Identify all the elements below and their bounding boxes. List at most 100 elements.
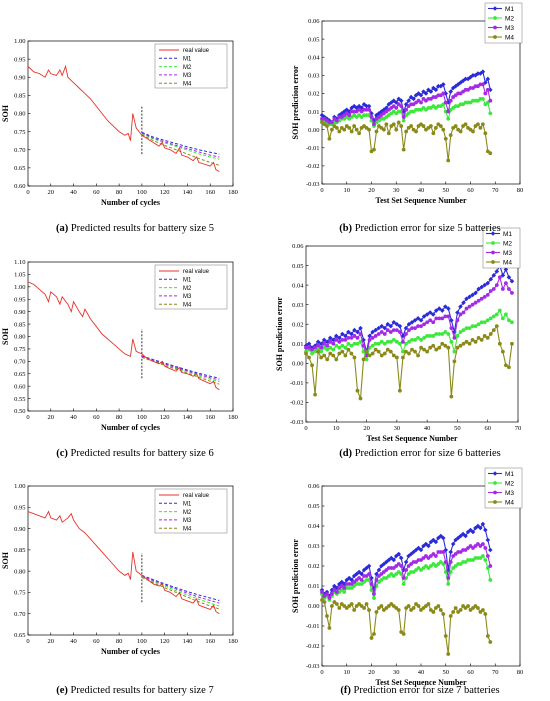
data-point-m1 — [373, 327, 378, 333]
data-point-m1 — [446, 306, 451, 311]
data-point-m2 — [470, 324, 475, 329]
series-line-m1 — [141, 574, 220, 601]
data-point-m1 — [389, 100, 394, 105]
data-point-m1 — [480, 521, 486, 527]
data-point-m1 — [416, 91, 421, 96]
data-point-m3 — [413, 326, 417, 331]
data-point-m1 — [396, 551, 402, 557]
legend-label: M3 — [183, 73, 192, 79]
legend-label: real value — [183, 48, 210, 54]
data-point-m3 — [401, 576, 406, 580]
data-point-m4 — [497, 341, 502, 346]
y-tick-label: -0.02 — [306, 643, 320, 650]
x-tick-label: 60 — [93, 638, 100, 645]
y-tick-label: 0.01 — [308, 109, 319, 116]
data-point-m3 — [388, 330, 393, 334]
x-tick-label: 20 — [368, 187, 375, 194]
data-point-m1 — [376, 111, 382, 116]
x-tick-label: 0 — [26, 414, 29, 421]
data-point-m4 — [330, 127, 334, 132]
y-tick-label: 0.85 — [14, 321, 25, 328]
y-tick-label: 0.70 — [14, 359, 25, 366]
data-point-m3 — [483, 91, 488, 96]
data-point-m1 — [332, 583, 337, 589]
data-point-m1 — [385, 321, 391, 327]
data-point-m4 — [453, 606, 458, 610]
data-point-m3 — [422, 322, 427, 327]
data-point-m1 — [465, 76, 471, 82]
data-point-m4 — [367, 353, 372, 358]
x-tick-label: 80 — [116, 414, 123, 421]
data-point-m1 — [379, 109, 384, 114]
data-point-m3 — [416, 324, 420, 329]
data-point-m1 — [341, 109, 347, 114]
data-point-m4 — [404, 349, 408, 354]
data-point-m4 — [322, 600, 327, 604]
legend-marker — [493, 25, 497, 30]
y-axis-label: SOH — [1, 104, 10, 122]
data-point-m2 — [488, 578, 493, 582]
data-point-m4 — [510, 341, 514, 346]
data-point-m2 — [428, 334, 433, 338]
series-line-m3 — [141, 355, 220, 381]
x-tick-label: 180 — [228, 638, 238, 645]
data-point-m4 — [343, 353, 348, 358]
y-tick-label: -0.01 — [306, 145, 320, 152]
y-tick-label: 0.04 — [308, 523, 320, 530]
x-tick-label: 60 — [467, 669, 474, 676]
data-point-m1 — [424, 312, 430, 317]
data-point-m4 — [382, 351, 387, 356]
data-point-m4 — [416, 353, 420, 358]
data-point-m1 — [408, 551, 414, 557]
data-point-m3 — [480, 542, 485, 546]
data-point-m1 — [403, 559, 409, 565]
caption-a: (a) Predicted results for battery size 5 — [20, 223, 250, 234]
data-point-m4 — [384, 122, 389, 127]
data-point-m1 — [467, 294, 472, 300]
data-point-m2 — [494, 312, 499, 317]
data-point-m1 — [464, 296, 469, 302]
x-tick-label: 70 — [492, 187, 499, 194]
data-point-m4 — [327, 626, 332, 630]
data-point-m1 — [406, 98, 411, 103]
data-point-m4 — [304, 351, 308, 356]
data-point-m1 — [337, 335, 342, 341]
legend-label: M1 — [183, 278, 192, 284]
data-point-m1 — [473, 525, 478, 531]
data-point-m4 — [394, 355, 399, 360]
data-point-m2 — [485, 318, 490, 323]
data-point-m4 — [429, 124, 433, 128]
data-point-m4 — [464, 339, 469, 344]
data-point-m2 — [491, 314, 496, 319]
data-point-m1 — [427, 310, 433, 315]
data-point-m1 — [475, 71, 481, 76]
y-tick-label: 1.05 — [14, 272, 25, 279]
data-point-m4 — [443, 343, 448, 348]
data-point-m1 — [374, 571, 379, 577]
data-point-m2 — [437, 332, 442, 336]
data-point-m4 — [325, 614, 329, 618]
data-point-m2 — [394, 339, 399, 344]
data-point-m3 — [473, 300, 478, 305]
data-point-m3 — [483, 546, 488, 550]
legend-label: M2 — [505, 480, 514, 487]
data-point-m4 — [446, 345, 451, 350]
chart-panel-a: 0 20 40 60 80 100 120 140 160 180 0.60 0.65 0.70 0.75… — [1, 38, 238, 207]
y-tick-label: 0.05 — [308, 503, 319, 510]
data-point-m1 — [455, 310, 460, 315]
data-point-m3 — [320, 590, 324, 594]
data-point-m4 — [334, 125, 339, 130]
data-point-m1 — [433, 308, 439, 313]
data-point-m1 — [473, 290, 478, 296]
legend-label: M1 — [183, 57, 192, 63]
data-point-m2 — [322, 345, 327, 350]
data-point-m1 — [379, 563, 384, 569]
data-point-m3 — [507, 287, 511, 291]
x-axis-label: Number of cycles — [101, 198, 160, 207]
data-point-m4 — [467, 341, 472, 346]
data-point-m2 — [313, 349, 317, 354]
data-point-m3 — [343, 337, 348, 342]
data-point-m4 — [436, 604, 441, 608]
caption-e: (e) Predicted results for battery size 7 — [20, 685, 250, 696]
data-point-m4 — [453, 124, 458, 128]
